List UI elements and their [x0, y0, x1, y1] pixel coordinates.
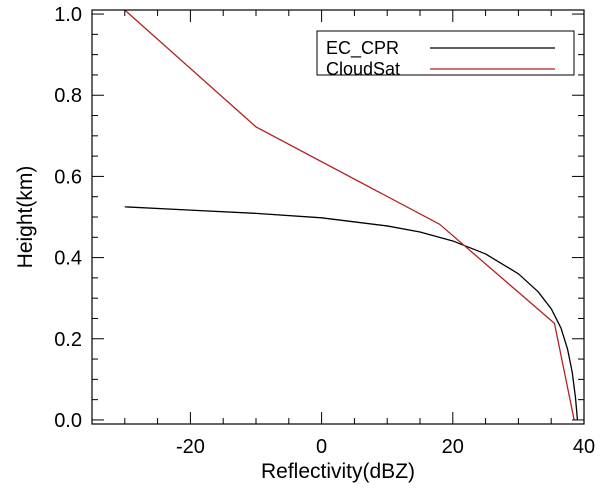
y-tick-label: 0.0 — [54, 410, 82, 432]
y-tick-label: 0.4 — [54, 248, 82, 270]
series-line-ec-cpr — [124, 206, 579, 420]
legend-label: EC_CPR — [326, 38, 399, 59]
tick-layer: -20 0 20 40 0.0 0.2 0.4 0.6 0.8 1.0 — [54, 4, 595, 458]
x-tick-label: 40 — [573, 436, 595, 458]
legend-label: CloudSat — [326, 59, 400, 79]
plot-frame — [91, 9, 585, 425]
legend-box — [316, 30, 575, 76]
y-tick-label: 0.8 — [54, 85, 82, 107]
y-axis-title: Height(km) — [14, 166, 37, 269]
y-tick-label: 0.6 — [54, 166, 82, 188]
x-tick-label: -20 — [176, 436, 205, 458]
x-tick-label: 20 — [442, 436, 464, 458]
x-tick-label: 0 — [316, 436, 327, 458]
x-axis-title: Reflectivity(dBZ) — [261, 460, 415, 483]
y-tick-label: 1.0 — [54, 4, 82, 26]
series-line-cloudsat — [124, 10, 575, 421]
series-layer — [124, 10, 579, 421]
y-tick-label: 0.2 — [54, 329, 82, 351]
